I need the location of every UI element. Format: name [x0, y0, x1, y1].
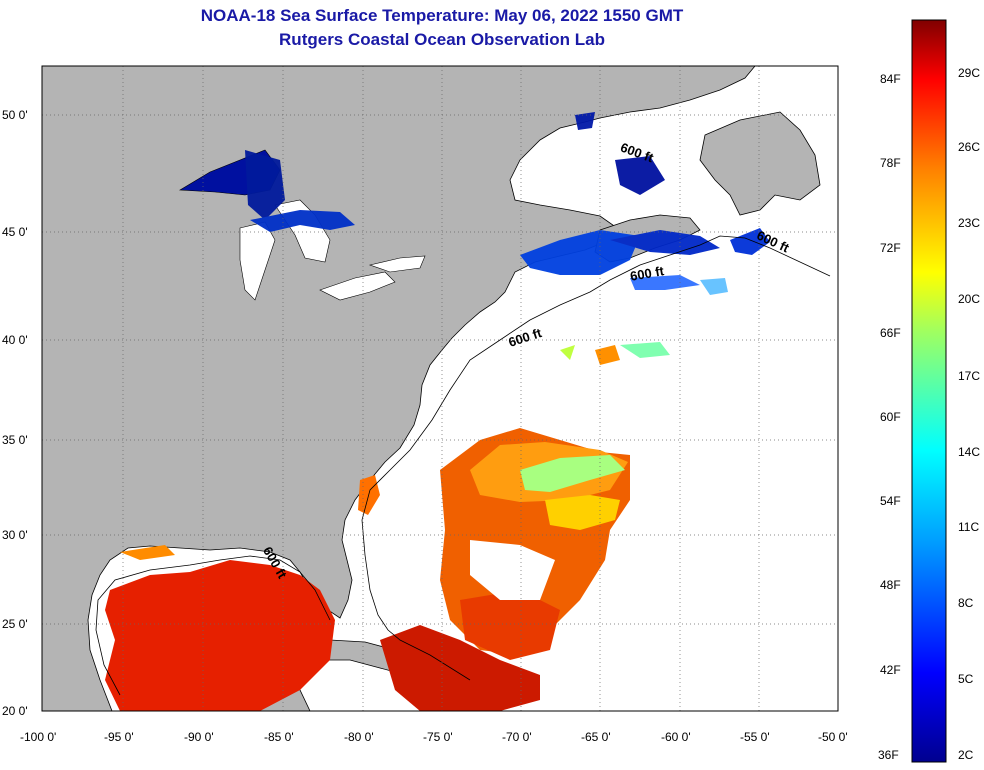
colorbar-c-label: 11C — [958, 520, 980, 534]
colorbar-f-label: 66F — [880, 326, 901, 340]
lat-label: 20 0' — [2, 704, 28, 718]
lat-label: 40 0' — [2, 333, 28, 347]
colorbar-c-label: 17C — [958, 369, 981, 383]
colorbar-c-label: 29C — [958, 66, 981, 80]
colorbar-c-label: 23C — [958, 216, 981, 230]
lon-label: -55 0' — [740, 730, 770, 744]
north-america-land — [42, 66, 756, 711]
colorbar-c-label: 5C — [958, 672, 974, 686]
colorbar-c-label: 20C — [958, 292, 981, 306]
lon-label: -80 0' — [344, 730, 374, 744]
graticule — [42, 66, 838, 711]
map-subtitle: Rutgers Coastal Ocean Observation Lab — [279, 30, 605, 49]
colorbar-f-label: 60F — [880, 410, 901, 424]
colorbar-f-label: 48F — [880, 578, 901, 592]
lat-label: 35 0' — [2, 433, 28, 447]
colorbar-c-label: 26C — [958, 140, 981, 154]
colorbar-f-label: 54F — [880, 494, 901, 508]
colorbar — [911, 19, 947, 763]
lat-label: 45 0' — [2, 225, 28, 239]
lat-label: 25 0' — [2, 617, 28, 631]
lon-label: -100 0' — [20, 730, 57, 744]
lon-label: -60 0' — [661, 730, 691, 744]
colorbar-f-label: 36F — [878, 748, 899, 762]
lon-label: -75 0' — [423, 730, 453, 744]
colorbar-f-label: 42F — [880, 663, 901, 677]
lon-label: -90 0' — [184, 730, 214, 744]
lon-label: -70 0' — [502, 730, 532, 744]
map-frame — [41, 65, 839, 712]
sst-warm-patches — [105, 342, 670, 711]
map-title: NOAA-18 Sea Surface Temperature: May 06,… — [200, 6, 684, 25]
lon-label: -65 0' — [581, 730, 611, 744]
lat-label: 50 0' — [2, 108, 28, 122]
colorbar-f-label: 78F — [880, 156, 901, 170]
colorbar-f-label: 72F — [880, 241, 901, 255]
lat-label: 30 0' — [2, 528, 28, 542]
gulf-isobath-contour — [95, 555, 331, 696]
lon-label: -50 0' — [818, 730, 848, 744]
colorbar-c-label: 2C — [958, 748, 974, 762]
isobath-contour — [361, 235, 831, 681]
colorbar-c-label: 14C — [958, 445, 981, 459]
sst-cold-patches — [245, 112, 770, 295]
lon-label: -85 0' — [264, 730, 294, 744]
colorbar-f-label: 84F — [880, 72, 901, 86]
lon-label: -95 0' — [104, 730, 134, 744]
colorbar-c-label: 8C — [958, 596, 974, 610]
newfoundland-land — [699, 111, 821, 216]
